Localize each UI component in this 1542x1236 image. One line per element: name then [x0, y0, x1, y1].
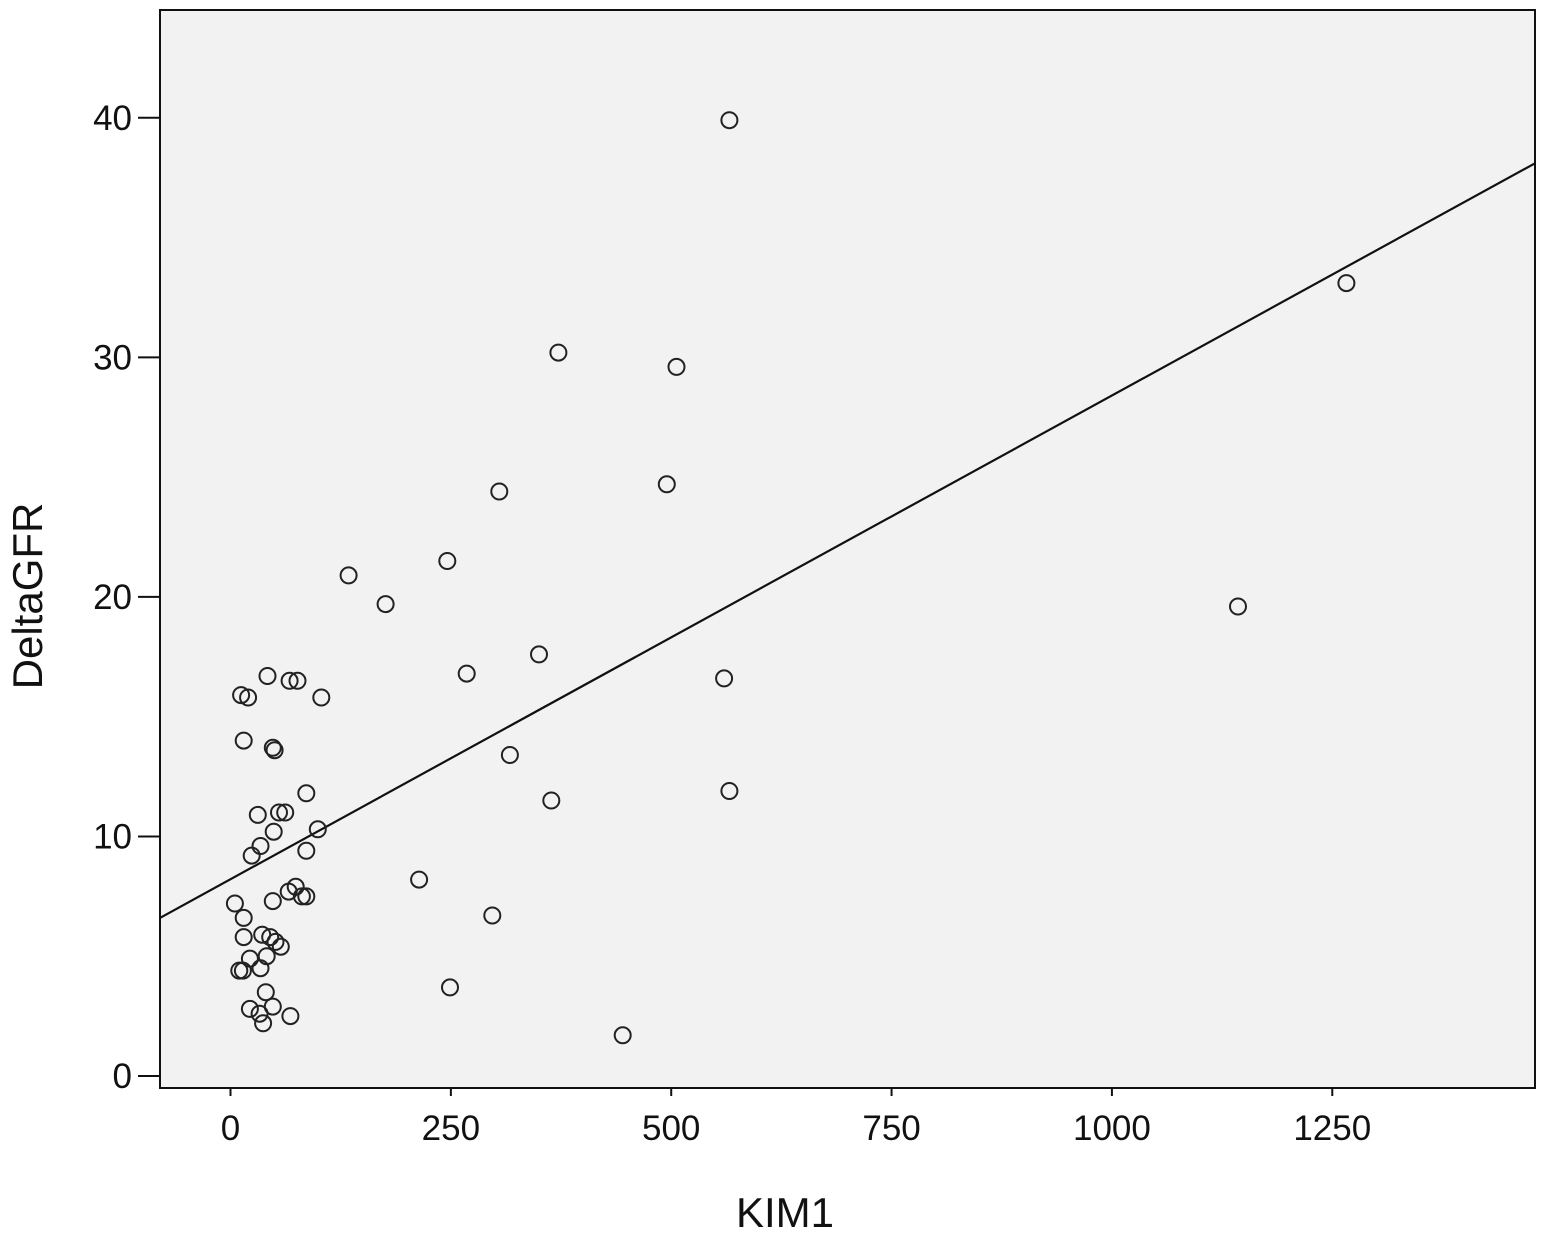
data-point	[410, 870, 429, 889]
data-point	[1229, 597, 1247, 616]
data-point	[266, 932, 285, 951]
data-point	[500, 746, 519, 764]
data-point	[715, 669, 734, 688]
data-point	[263, 892, 282, 911]
x-axis: 0 250 500 750 1000 1250	[221, 1088, 1371, 1148]
data-point	[270, 803, 288, 822]
data-point	[549, 343, 568, 362]
x-tick-label: 1000	[1073, 1109, 1151, 1148]
data-point	[258, 667, 277, 685]
data-point	[263, 738, 282, 757]
y-axis-title: DeltaGFR	[4, 503, 51, 690]
x-tick-label: 250	[422, 1109, 480, 1148]
data-point	[657, 475, 676, 494]
fit-line-layer	[159, 162, 1536, 919]
data-point	[280, 671, 299, 690]
data-point	[254, 1014, 273, 1033]
data-point	[248, 805, 267, 824]
data-point	[297, 784, 316, 803]
data-point	[530, 645, 548, 664]
data-point	[281, 1007, 300, 1026]
data-point	[457, 664, 476, 683]
data-point	[242, 846, 261, 865]
data-point	[265, 741, 284, 760]
data-point	[376, 595, 395, 614]
data-point	[264, 822, 283, 841]
data-point	[234, 928, 253, 947]
y-axis: 0 10 20 30 40	[93, 99, 160, 1096]
fit-line	[159, 162, 1536, 919]
data-point	[542, 791, 561, 810]
x-tick-label: 0	[221, 1109, 240, 1148]
data-point	[308, 820, 327, 839]
y-tick-label: 40	[93, 99, 132, 138]
data-point	[483, 906, 502, 925]
data-point	[667, 357, 686, 376]
data-point	[312, 688, 331, 707]
y-tick-label: 10	[93, 817, 132, 856]
data-point	[239, 688, 258, 707]
x-tick-label: 1250	[1293, 1109, 1371, 1148]
data-point	[613, 1026, 632, 1045]
data-point	[234, 731, 253, 750]
data-point	[339, 566, 358, 585]
plot-area	[159, 9, 1536, 1089]
data-point	[261, 928, 280, 947]
data-point	[720, 782, 739, 800]
data-point	[233, 961, 252, 980]
data-point	[286, 877, 305, 896]
x-tick-label: 500	[642, 1109, 700, 1148]
data-point	[225, 894, 244, 913]
data-point	[240, 999, 259, 1018]
y-tick-label: 0	[113, 1057, 132, 1096]
y-tick-label: 20	[93, 578, 132, 617]
data-point	[297, 887, 316, 906]
data-point	[234, 908, 253, 927]
points-layer	[225, 111, 1356, 1045]
x-tick-label: 750	[862, 1109, 920, 1148]
data-point	[250, 1004, 269, 1023]
data-point	[441, 978, 459, 997]
data-point	[276, 803, 295, 822]
data-point	[297, 841, 316, 860]
data-point	[292, 887, 311, 906]
data-point	[490, 482, 509, 501]
data-point	[438, 552, 457, 570]
data-point	[256, 983, 275, 1002]
x-axis-title: KIM1	[736, 1189, 834, 1236]
data-point	[1337, 274, 1356, 293]
data-point	[720, 111, 739, 130]
data-point	[271, 937, 290, 956]
y-tick-label: 30	[93, 338, 132, 377]
data-point	[251, 959, 270, 978]
data-point	[288, 671, 307, 690]
